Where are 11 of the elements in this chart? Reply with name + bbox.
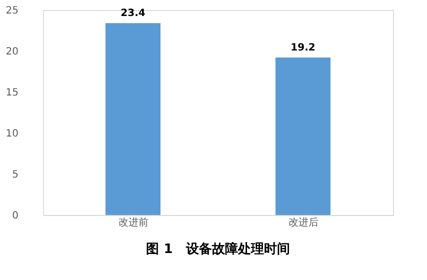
data-label: 23.4 [120, 8, 146, 20]
text: 图 1 设备故障处理时间 [146, 241, 290, 257]
data-label: 19.2 [290, 42, 316, 54]
x-tick-label: 改进前 [118, 216, 148, 228]
y-tick-label: 25 [6, 6, 18, 16]
y-tick-label: 5 [12, 170, 18, 180]
y-tick-label: 10 [6, 128, 18, 140]
x-tick-label: 改进后 [288, 216, 318, 228]
y-tick-label: 0 [12, 210, 18, 222]
y-tick-label: 20 [6, 46, 18, 58]
y-tick-label: 15 [6, 88, 18, 98]
